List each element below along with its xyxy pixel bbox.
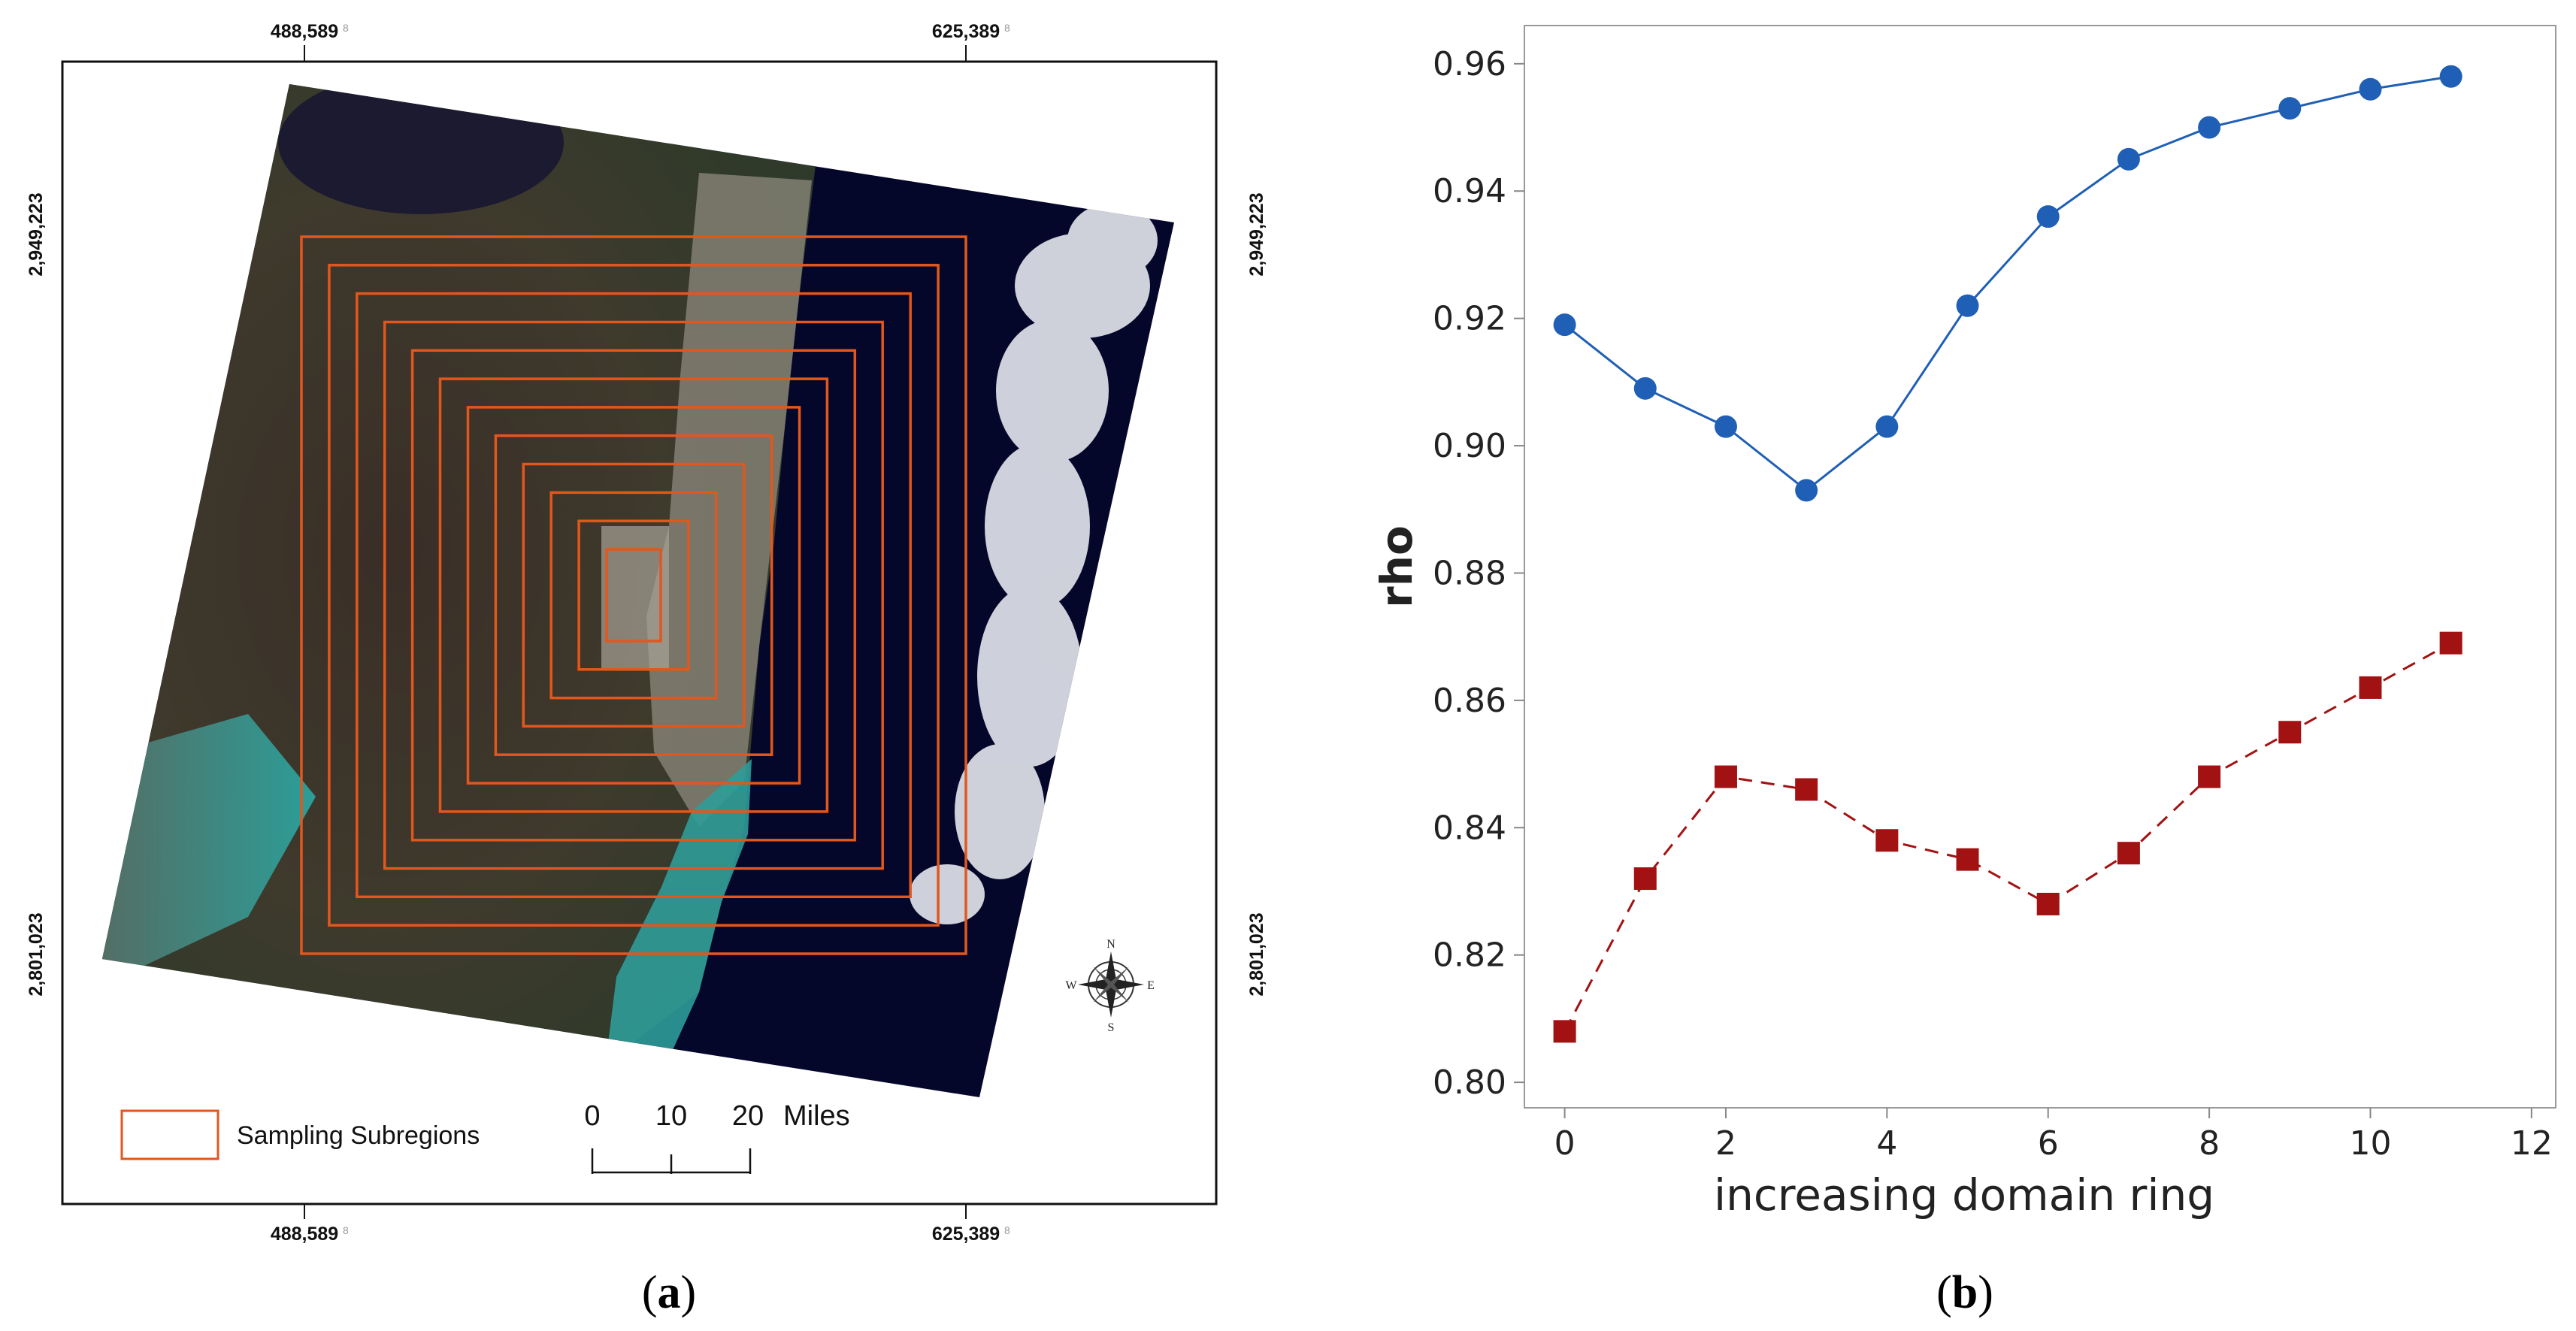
coord-right-top: 2,949,223 (1246, 192, 1267, 276)
point-upper-2 (1714, 415, 1737, 438)
sampling-subregion-boxes (300, 235, 967, 955)
subregion-box-4 (410, 349, 857, 842)
coord-left-bottom: 2,801,023 (26, 912, 47, 996)
subregion-box-9 (549, 491, 718, 700)
point-lower-5 (1956, 848, 1979, 871)
y-tick-label-7: 0.94 (1433, 172, 1506, 210)
point-upper-3 (1795, 479, 1818, 502)
scale-unit: Miles (783, 1100, 850, 1132)
caption-a-letter: a (658, 1267, 681, 1318)
coord-bottom-left: 488,589 (271, 1224, 338, 1245)
satellite-image (102, 84, 1174, 1097)
x-tick-label-6: 12 (2511, 1124, 2553, 1163)
subregion-box-7 (494, 434, 773, 756)
point-upper-0 (1553, 313, 1576, 337)
caption-b: (b) (1936, 1267, 1993, 1318)
point-lower-4 (1875, 829, 1899, 852)
subregion-box-11 (605, 548, 662, 643)
caption-b-letter: b (1952, 1267, 1978, 1318)
point-upper-9 (2278, 97, 2302, 120)
point-lower-3 (1795, 778, 1818, 801)
y-axis-label: rho (1371, 525, 1422, 608)
x-axis-label: increasing domain ring (1714, 1169, 2214, 1221)
x-tick-label-3: 6 (2038, 1124, 2059, 1163)
scale-label-20: 20 (732, 1100, 764, 1132)
legend-swatch (120, 1109, 219, 1160)
point-upper-10 (2359, 77, 2382, 101)
shallow-water (601, 759, 752, 1097)
x-tick-label-4: 8 (2199, 1124, 2220, 1163)
point-upper-7 (2117, 147, 2140, 171)
compass-s: S (1108, 1021, 1115, 1034)
compass-rose-icon: N S E W (1065, 938, 1154, 1034)
point-upper-5 (1956, 294, 1979, 317)
coord-top-left-suffix: 8 (343, 22, 349, 34)
plot-frame (1524, 25, 2556, 1109)
coord-top-right: 625,389 (932, 21, 1000, 42)
chart-axes: 0 2 4 6 8 10 12 0.80 0.82 0.84 0.86 0.88 0.90 0.92 0.9… (1433, 45, 2553, 1163)
series-lower (1553, 631, 2462, 1043)
subregion-box-8 (522, 462, 746, 728)
panel-a-map: 488,589 8 625,389 8 488,589 8 625,389 8 … (26, 21, 1267, 1245)
series-line-upper (1563, 75, 2451, 492)
y-tick-label-6: 0.92 (1433, 300, 1506, 338)
coord-right-bottom: 2,801,023 (1246, 912, 1267, 996)
subregion-box-2 (356, 292, 912, 899)
point-lower-2 (1714, 765, 1737, 788)
point-upper-8 (2198, 116, 2221, 139)
y-tick-label-5: 0.90 (1433, 427, 1506, 465)
compass-n: N (1106, 938, 1115, 951)
series-line-lower (1563, 642, 2452, 1033)
chart-series (1553, 65, 2462, 1043)
subregion-box-3 (383, 320, 884, 870)
subregion-box-1 (328, 264, 940, 927)
coord-bottom-left-suffix: 8 (343, 1224, 349, 1236)
coord-top-left: 488,589 (271, 21, 338, 42)
x-tick-label-1: 2 (1715, 1124, 1736, 1163)
point-lower-9 (2278, 721, 2302, 744)
coord-left-top: 2,949,223 (26, 192, 47, 276)
point-lower-6 (2036, 892, 2060, 915)
point-lower-8 (2198, 765, 2221, 788)
coord-top-right-suffix: 8 (1004, 22, 1010, 34)
subregion-box-6 (466, 406, 801, 785)
panel-b-chart: 0 2 4 6 8 10 12 0.80 0.82 0.84 0.86 0.88 0.90 0.92 0.9… (1371, 25, 2556, 1221)
point-upper-6 (2036, 205, 2060, 228)
clouds (910, 203, 1158, 924)
subregion-box-5 (438, 377, 829, 813)
point-lower-10 (2359, 676, 2382, 699)
y-tick-label-0: 0.80 (1433, 1063, 1506, 1102)
y-tick-label-8: 0.96 (1433, 45, 1506, 83)
point-upper-11 (2439, 65, 2462, 88)
point-upper-1 (1633, 377, 1657, 400)
scale-label-10: 10 (655, 1100, 687, 1132)
point-lower-7 (2117, 842, 2140, 865)
map-legend: Sampling Subregions (120, 1109, 480, 1160)
y-tick-label-2: 0.84 (1433, 809, 1506, 847)
y-tick-label-1: 0.82 (1433, 936, 1506, 975)
compass-e: E (1147, 979, 1155, 992)
point-lower-0 (1553, 1020, 1576, 1043)
compass-w: W (1065, 979, 1077, 992)
legend-label: Sampling Subregions (237, 1121, 480, 1150)
scale-label-0: 0 (584, 1100, 600, 1132)
caption-a: (a) (642, 1267, 696, 1318)
coordinate-labels: 488,589 8 625,389 8 488,589 8 625,389 8 … (26, 21, 1267, 1245)
point-upper-4 (1875, 415, 1899, 438)
x-tick-label-0: 0 (1554, 1124, 1576, 1163)
y-tick-label-3: 0.86 (1433, 682, 1506, 720)
scale-bar: 0 10 20 Miles (584, 1100, 850, 1174)
point-lower-11 (2439, 631, 2462, 655)
subregion-box-0 (300, 235, 967, 955)
point-lower-1 (1633, 867, 1657, 891)
series-upper (1553, 65, 2462, 502)
x-tick-label-2: 4 (1876, 1124, 1897, 1163)
coord-bottom-right-suffix: 8 (1004, 1224, 1010, 1236)
subregion-box-10 (577, 519, 690, 671)
y-tick-label-4: 0.88 (1433, 554, 1506, 592)
x-tick-label-5: 10 (2349, 1124, 2391, 1163)
coord-bottom-right: 625,389 (932, 1224, 1000, 1245)
